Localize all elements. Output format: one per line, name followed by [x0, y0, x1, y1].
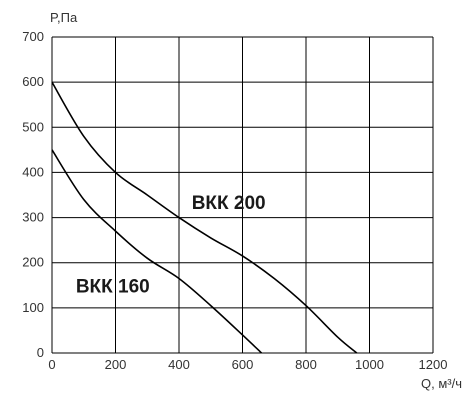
x-tick-label: 200	[105, 357, 127, 372]
x-axis-label: Q, м³/ч	[421, 376, 462, 391]
series-line-0	[51, 81, 358, 354]
x-tick-label: 600	[232, 357, 254, 372]
x-tick-label: 0	[48, 357, 55, 372]
series-line-1	[51, 149, 263, 354]
y-tick-label: 700	[22, 29, 44, 44]
y-tick-label: 300	[22, 210, 44, 225]
y-tick-label: 100	[22, 300, 44, 315]
y-tick-label: 0	[37, 345, 44, 360]
x-tick-labels: 0 200 400 600 800 1000 1200	[48, 357, 447, 372]
x-tick-label: 400	[168, 357, 190, 372]
y-tick-labels: 0 100 200 300 400 500 600 700	[22, 29, 44, 360]
x-tick-label: 800	[295, 357, 317, 372]
x-tick-label: 1000	[355, 357, 384, 372]
series-label-vkk200: ВКК 200	[192, 193, 266, 214]
y-tick-label: 600	[22, 74, 44, 89]
curves	[51, 81, 358, 354]
y-tick-label: 500	[22, 119, 44, 134]
y-tick-label: 200	[22, 255, 44, 270]
x-tick-label: 1200	[419, 357, 448, 372]
series-label-vkk160: ВКК 160	[76, 276, 150, 297]
y-axis-label: P,Па	[50, 10, 78, 25]
y-tick-label: 400	[22, 164, 44, 179]
